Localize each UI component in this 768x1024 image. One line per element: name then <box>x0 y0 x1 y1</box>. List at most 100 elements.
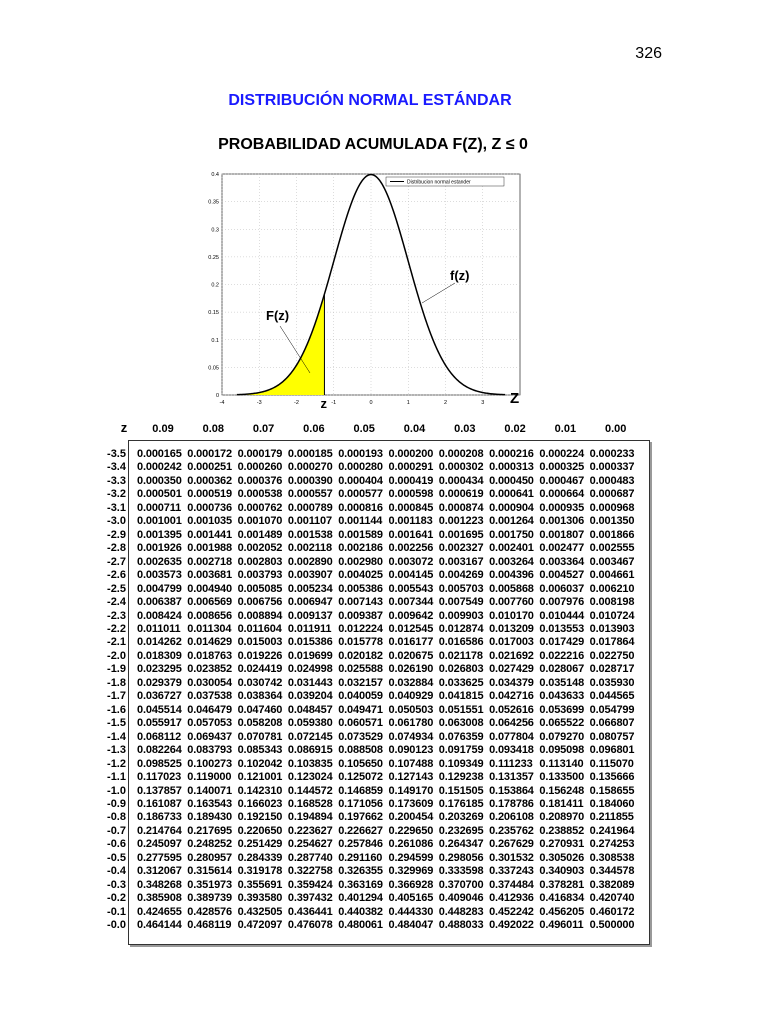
table-cell: 0.002980 <box>338 555 383 568</box>
row-z-label: -2.1 <box>107 636 126 649</box>
table-cell: 0.370700 <box>438 878 484 891</box>
table-cell: 0.013903 <box>589 622 635 635</box>
area-pointer <box>279 325 311 374</box>
table-cell: 0.312067 <box>137 865 182 878</box>
table-row: 0.161087 0.163543 0.166023 0.168528 0.171056… <box>137 798 640 810</box>
table-row: 0.000165 0.000172 0.000179 0.000185 0.000193… <box>137 448 640 460</box>
table-cell: 0.006947 <box>287 596 333 609</box>
row-z-label: -0.8 <box>107 811 126 824</box>
table-cell: 0.042716 <box>489 690 534 703</box>
x-tick-label: 3 <box>481 400 484 406</box>
row-z-label: -0.1 <box>107 905 126 918</box>
table-cell: 0.315614 <box>187 865 232 878</box>
table-cell: 0.003364 <box>539 555 585 568</box>
page-number: 326 <box>635 45 662 62</box>
table-cell: 0.045514 <box>137 703 182 716</box>
table-cell: 0.001306 <box>539 515 585 528</box>
table-cell: 0.004940 <box>187 582 232 595</box>
table-row: 0.018309 0.018763 0.019226 0.019699 0.020182… <box>137 650 640 662</box>
table-row: 0.045514 0.046479 0.047460 0.048457 0.049471… <box>137 704 640 716</box>
table-cell: 0.040929 <box>388 690 434 703</box>
table-cell: 0.035148 <box>539 676 585 689</box>
table-cell: 0.000193 <box>338 448 383 460</box>
table-cell: 0.015386 <box>287 636 333 649</box>
row-z-label: -1.4 <box>107 730 126 743</box>
table-row: 0.001001 0.001035 0.001070 0.001107 0.001144… <box>137 515 640 527</box>
y-tick-label: 0 <box>216 393 219 399</box>
table-cell: 0.032884 <box>388 676 434 689</box>
table-cell: 0.012545 <box>388 622 434 635</box>
row-z-label: -0.0 <box>107 919 126 932</box>
table-cell: 0.115070 <box>589 757 634 770</box>
table-cell: 0.158655 <box>589 784 635 797</box>
table-cell: 0.006037 <box>539 582 585 595</box>
table-cell: 0.378281 <box>539 878 585 891</box>
table-cell: 0.039204 <box>287 690 333 703</box>
table-cell: 0.002890 <box>287 555 333 568</box>
row-z-label: -1.3 <box>107 744 126 757</box>
table-cell: 0.088508 <box>338 744 383 757</box>
table-cell: 0.012224 <box>338 622 383 635</box>
table-cell: 0.363169 <box>338 878 383 891</box>
table-cell: 0.102042 <box>237 757 283 770</box>
table-cell: 0.033625 <box>438 676 484 689</box>
table-cell: 0.022216 <box>539 649 585 662</box>
table-cell: 0.274253 <box>589 838 635 851</box>
table-cell: 0.074934 <box>388 730 434 743</box>
row-z-label: -0.5 <box>107 851 126 864</box>
table-cell: 0.073529 <box>338 730 383 743</box>
table-cell: 0.226627 <box>338 824 383 837</box>
table-cell: 0.000172 <box>187 448 232 460</box>
table-cell: 0.294599 <box>388 851 434 864</box>
table-cell: 0.194894 <box>287 811 333 824</box>
table-cell: 0.001350 <box>589 515 635 528</box>
table-cell: 0.337243 <box>489 865 534 878</box>
table-row: 0.000711 0.000736 0.000762 0.000789 0.000816… <box>137 502 640 514</box>
table-row: 0.003573 0.003681 0.003793 0.003907 0.004025… <box>137 569 640 581</box>
table-cell: 0.031443 <box>287 676 333 689</box>
row-z-label: -3.2 <box>107 488 126 501</box>
column-header: 0.05 <box>353 423 375 435</box>
table-cell: 0.393580 <box>237 892 283 905</box>
table-cell: 0.131357 <box>489 771 534 784</box>
table-cell: 0.001183 <box>388 515 433 528</box>
table-cell: 0.028717 <box>589 663 635 676</box>
table-cell: 0.010724 <box>589 609 635 622</box>
table-cell: 0.254627 <box>287 838 333 851</box>
table-cell: 0.000577 <box>338 488 383 501</box>
table-cell: 0.448283 <box>438 905 484 918</box>
table-cell: 0.055917 <box>137 717 182 730</box>
table-cell: 0.238852 <box>539 824 585 837</box>
table-row: 0.068112 0.069437 0.070781 0.072145 0.073529… <box>137 731 640 743</box>
table-cell: 0.000789 <box>287 501 333 514</box>
table-cell: 0.095098 <box>539 744 585 757</box>
table-cell: 0.011604 <box>237 622 282 635</box>
table-cell: 0.002052 <box>237 542 283 555</box>
table-cell: 0.070781 <box>237 730 283 743</box>
table-cell: 0.032157 <box>338 676 383 689</box>
table-cell: 0.050503 <box>388 703 434 716</box>
table-cell: 0.344578 <box>589 865 635 878</box>
table-cell: 0.003264 <box>489 555 534 568</box>
table-cell: 0.001395 <box>137 528 182 541</box>
table-cell: 0.036727 <box>137 690 182 703</box>
table-cell: 0.027429 <box>489 663 534 676</box>
table-row: 0.348268 0.351973 0.355691 0.359424 0.363169… <box>137 879 640 891</box>
table-cell: 0.040059 <box>338 690 383 703</box>
row-z-label: -2.2 <box>107 622 126 635</box>
table-cell: 0.026803 <box>438 663 484 676</box>
table-cell: 0.019226 <box>237 649 283 662</box>
normal-distribution-chart: -4 -3 -2 -1 0 1 2 3 0 0.05 0.1 0.15 0.2 0.25 0.3 0.35 0.… <box>208 172 521 410</box>
table-cell: 0.452242 <box>489 905 534 918</box>
table-cell: 0.305026 <box>539 851 585 864</box>
density-curve <box>236 173 506 396</box>
table-row: 0.014262 0.014629 0.015003 0.015386 0.015778… <box>137 636 640 648</box>
table-cell: 0.436441 <box>287 905 333 918</box>
y-tick-label: 0.1 <box>211 338 219 344</box>
table-cell: 0.153864 <box>489 784 534 797</box>
table-cell: 0.003573 <box>137 569 182 582</box>
row-z-label: -2.6 <box>107 569 126 582</box>
table-cell: 0.287740 <box>287 851 333 864</box>
table-cell: 0.340903 <box>539 865 585 878</box>
table-cell: 0.001807 <box>539 528 585 541</box>
